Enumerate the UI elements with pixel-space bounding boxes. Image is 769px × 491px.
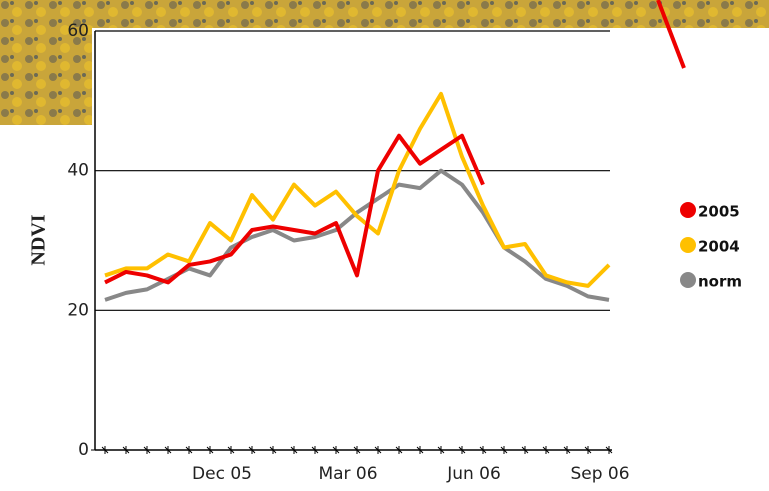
legend-label: 2004 [698, 238, 740, 256]
x-tick-label: Sep 06 [570, 464, 629, 484]
y-tick-label: 60 [67, 21, 89, 41]
x-tick-label: Jun 06 [446, 464, 501, 484]
legend-label: 2005 [698, 203, 740, 221]
x-tick-label: Dec 05 [192, 464, 252, 484]
legend-swatch [680, 202, 696, 218]
plot-area [95, 31, 610, 450]
legend-swatch [680, 237, 696, 253]
y-axis-title: NDVI [28, 214, 50, 265]
y-tick-label: 20 [67, 300, 89, 320]
y-tick-label: 40 [67, 161, 89, 181]
legend-label: norm [698, 273, 742, 291]
y-tick-label: 0 [78, 440, 89, 460]
chart: NDVI 0 20 40 60 Dec 05 Mar 06 Jun 06 Sep 06 2005… [0, 0, 769, 491]
legend-swatch [680, 272, 696, 288]
x-tick-label: Mar 06 [318, 464, 377, 484]
